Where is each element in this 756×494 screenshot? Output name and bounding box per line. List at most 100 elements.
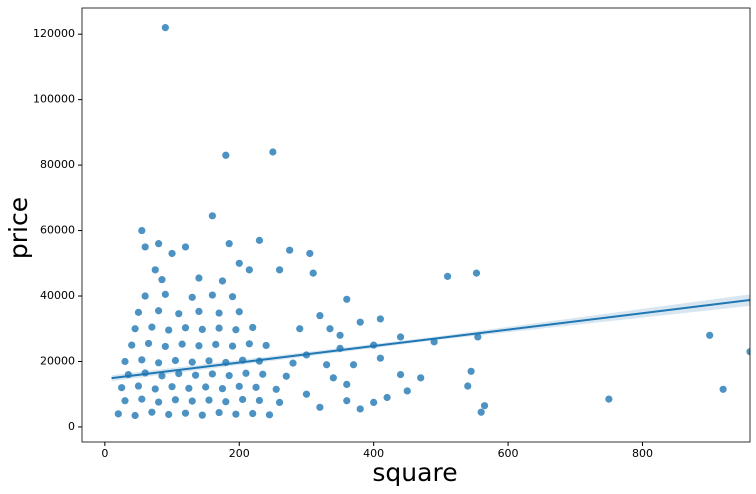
point bbox=[134, 382, 143, 390]
point bbox=[249, 409, 257, 418]
point bbox=[151, 266, 159, 274]
point bbox=[138, 356, 146, 364]
point bbox=[228, 342, 237, 350]
point bbox=[161, 24, 169, 32]
point bbox=[252, 383, 260, 391]
point bbox=[242, 369, 250, 377]
point bbox=[306, 249, 314, 258]
point bbox=[218, 277, 227, 285]
point bbox=[376, 354, 384, 362]
point bbox=[265, 411, 274, 419]
point bbox=[309, 269, 317, 277]
point bbox=[208, 212, 216, 220]
point bbox=[282, 372, 290, 380]
point bbox=[443, 272, 452, 280]
point bbox=[188, 358, 196, 366]
point bbox=[208, 291, 216, 299]
point bbox=[605, 395, 613, 403]
point bbox=[181, 243, 190, 251]
x-tick-label: 600 bbox=[498, 447, 519, 460]
point bbox=[289, 359, 297, 367]
point bbox=[370, 398, 378, 406]
point bbox=[480, 402, 489, 410]
point bbox=[138, 395, 146, 403]
point bbox=[114, 410, 122, 418]
point bbox=[218, 385, 227, 393]
point bbox=[272, 385, 280, 393]
point bbox=[472, 269, 481, 277]
y-tick-label: 40000 bbox=[40, 289, 75, 302]
point bbox=[198, 411, 206, 419]
point bbox=[719, 385, 727, 393]
point bbox=[198, 325, 206, 334]
point bbox=[329, 374, 337, 382]
point bbox=[131, 411, 139, 420]
point bbox=[181, 324, 190, 332]
point bbox=[222, 151, 230, 159]
point bbox=[222, 398, 230, 406]
point bbox=[151, 385, 159, 393]
point bbox=[131, 325, 139, 333]
point bbox=[155, 307, 163, 315]
point bbox=[121, 357, 129, 366]
point bbox=[235, 259, 243, 267]
point bbox=[356, 318, 364, 326]
point bbox=[195, 307, 203, 316]
point bbox=[141, 292, 149, 300]
point bbox=[158, 372, 166, 380]
point bbox=[188, 293, 196, 301]
y-tick-label: 120000 bbox=[33, 27, 75, 40]
point bbox=[376, 315, 384, 323]
point bbox=[171, 396, 180, 404]
y-tick-label: 100000 bbox=[33, 93, 75, 106]
point bbox=[430, 338, 438, 346]
point bbox=[296, 325, 304, 333]
point bbox=[275, 266, 284, 274]
axes-frame bbox=[81, 7, 751, 443]
point bbox=[155, 398, 163, 406]
x-tick-label: 800 bbox=[632, 447, 653, 460]
point bbox=[706, 331, 714, 339]
point bbox=[158, 276, 166, 284]
point bbox=[356, 405, 364, 413]
point bbox=[343, 397, 351, 405]
point bbox=[232, 326, 240, 334]
x-tick-label: 0 bbox=[101, 447, 108, 460]
point bbox=[215, 309, 223, 317]
point bbox=[383, 393, 391, 402]
point bbox=[269, 148, 277, 156]
point bbox=[417, 374, 425, 382]
point bbox=[235, 382, 243, 390]
point bbox=[175, 310, 183, 318]
point bbox=[171, 356, 180, 365]
point bbox=[161, 342, 169, 351]
point bbox=[121, 397, 129, 405]
point bbox=[155, 359, 163, 367]
point bbox=[155, 240, 163, 248]
point bbox=[396, 333, 405, 341]
point bbox=[349, 361, 358, 369]
point bbox=[474, 333, 482, 341]
point bbox=[403, 387, 411, 395]
x-tick-label: 400 bbox=[363, 447, 384, 460]
point bbox=[138, 226, 146, 235]
point bbox=[326, 325, 334, 333]
y-tick-label: 0 bbox=[68, 420, 75, 433]
point bbox=[134, 308, 143, 316]
point bbox=[255, 396, 264, 405]
point bbox=[161, 290, 169, 298]
point bbox=[275, 398, 284, 406]
point bbox=[255, 236, 264, 244]
point bbox=[262, 341, 270, 350]
point bbox=[316, 312, 324, 320]
point bbox=[316, 403, 324, 411]
point bbox=[235, 308, 243, 316]
point bbox=[208, 370, 216, 378]
point bbox=[396, 370, 405, 379]
point bbox=[144, 339, 153, 348]
point bbox=[259, 370, 267, 378]
point bbox=[228, 293, 237, 301]
x-axis-title: square bbox=[372, 458, 457, 487]
point bbox=[239, 395, 247, 404]
